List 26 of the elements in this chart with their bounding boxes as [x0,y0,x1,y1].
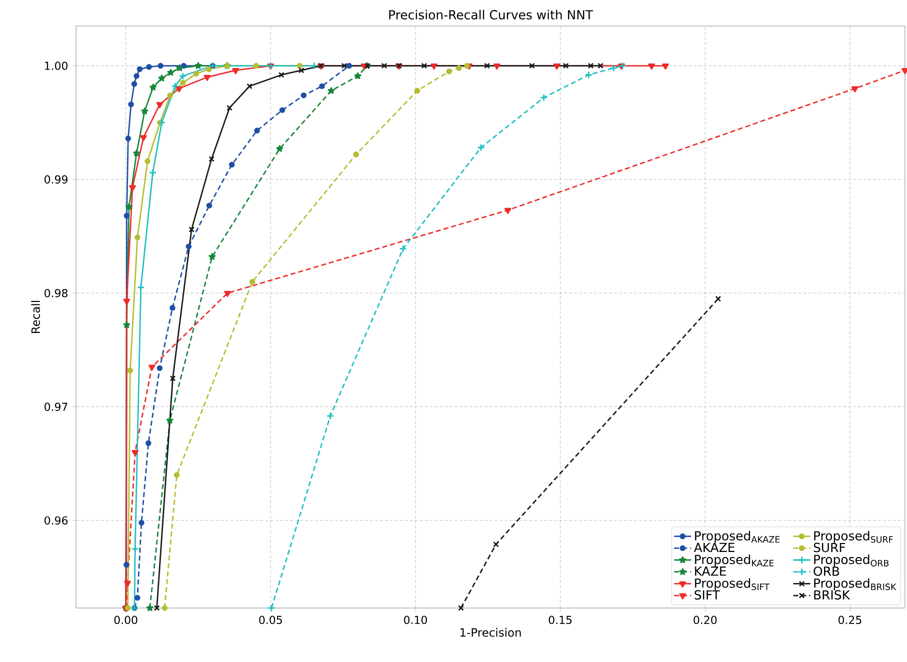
y-tick-label: 0.98 [44,288,68,298]
legend-label: Proposed$_{SURF}$ [814,530,893,543]
legend-label: AKAZE [694,542,734,552]
y-tick-label: 0.96 [44,516,68,525]
legend-label: Proposed$_{ORB}$ [814,554,889,567]
legend-label: SURF [814,542,846,552]
x-tick-label: 0.25 [838,616,862,624]
legend-label: BRISK [814,590,850,600]
x-axis-title: 1-Precision [460,628,521,637]
legend-label: Proposed$_{AKAZE}$ [695,530,780,543]
x-tick-label: 0.00 [114,616,138,624]
x-tick-label: 0.15 [548,616,572,624]
legend-label: SIFT [694,590,720,600]
y-tick-label: 0.99 [44,175,68,184]
legend-label: KAZE [695,566,726,576]
legend-label: Proposed$_{BRISK}$ [814,578,896,590]
x-tick-label: 0.10 [404,616,427,624]
legend-label: ORB [814,566,840,576]
x-tick-label: 0.20 [694,616,717,624]
y-tick-label: 1.00 [45,62,68,70]
legend-label: Proposed$_{SIFT}$ [695,578,770,590]
chart-title: Precision-Recall Curves with NNT [389,10,594,20]
y-tick-label: 0.97 [44,402,68,411]
legend-label: Proposed$_{KAZE}$ [695,554,774,567]
y-axis-title: Recall [31,300,40,333]
x-tick-label: 0.05 [259,616,282,624]
